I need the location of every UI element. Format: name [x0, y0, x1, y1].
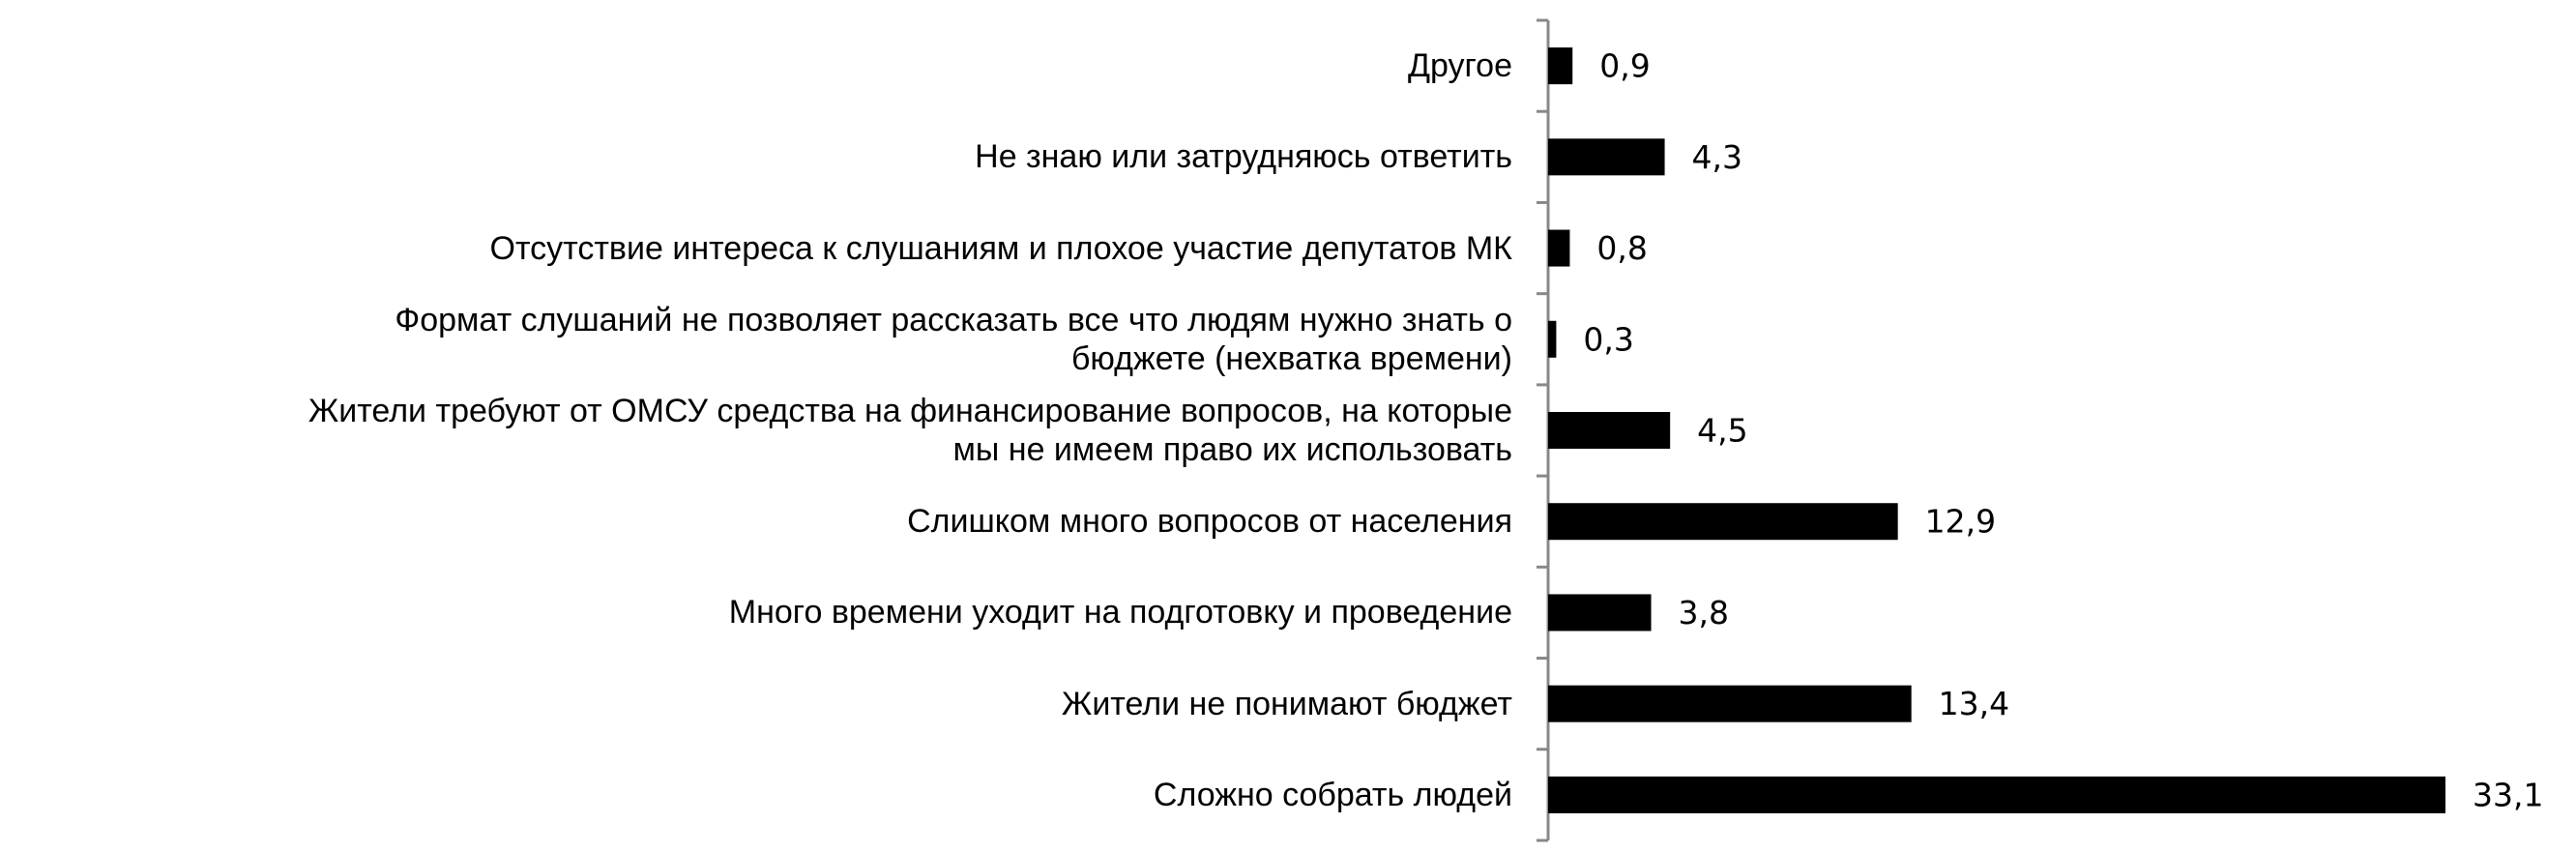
bar — [1548, 503, 1898, 541]
category-label: Не знаю или затрудняюсь ответить — [975, 138, 1512, 176]
bar — [1548, 229, 1570, 267]
value-label: 0,8 — [1596, 229, 1647, 267]
bar — [1548, 776, 2445, 813]
value-label: 33,1 — [2473, 776, 2543, 813]
category-label: Другое — [1407, 47, 1512, 85]
category-label: Отсутствие интереса к слушаниям и плохое… — [489, 229, 1512, 267]
bar — [1548, 594, 1652, 632]
value-label: 13,4 — [1939, 685, 2009, 722]
bar — [1548, 47, 1573, 85]
bar — [1548, 685, 1912, 722]
value-label: 0,9 — [1599, 47, 1650, 85]
value-label: 4,3 — [1692, 138, 1742, 176]
category-label: Жители не понимают бюджет — [1061, 685, 1512, 722]
value-label: 4,5 — [1697, 412, 1747, 450]
category-label: Слишком много вопросов от населения — [907, 503, 1512, 541]
bar — [1548, 320, 1557, 358]
bar — [1548, 412, 1671, 449]
bar — [1548, 138, 1665, 176]
category-label: Много времени уходит на подготовку и про… — [728, 594, 1512, 632]
category-label: Формат слушаний не позволяет рассказать … — [395, 301, 1512, 377]
value-label: 3,8 — [1679, 594, 1729, 632]
value-label: 12,9 — [1925, 503, 1996, 541]
value-label: 0,3 — [1583, 320, 1633, 358]
category-label: Жители требуют от ОМСУ средства на финан… — [307, 393, 1512, 468]
category-label: Сложно собрать людей — [1153, 776, 1512, 813]
